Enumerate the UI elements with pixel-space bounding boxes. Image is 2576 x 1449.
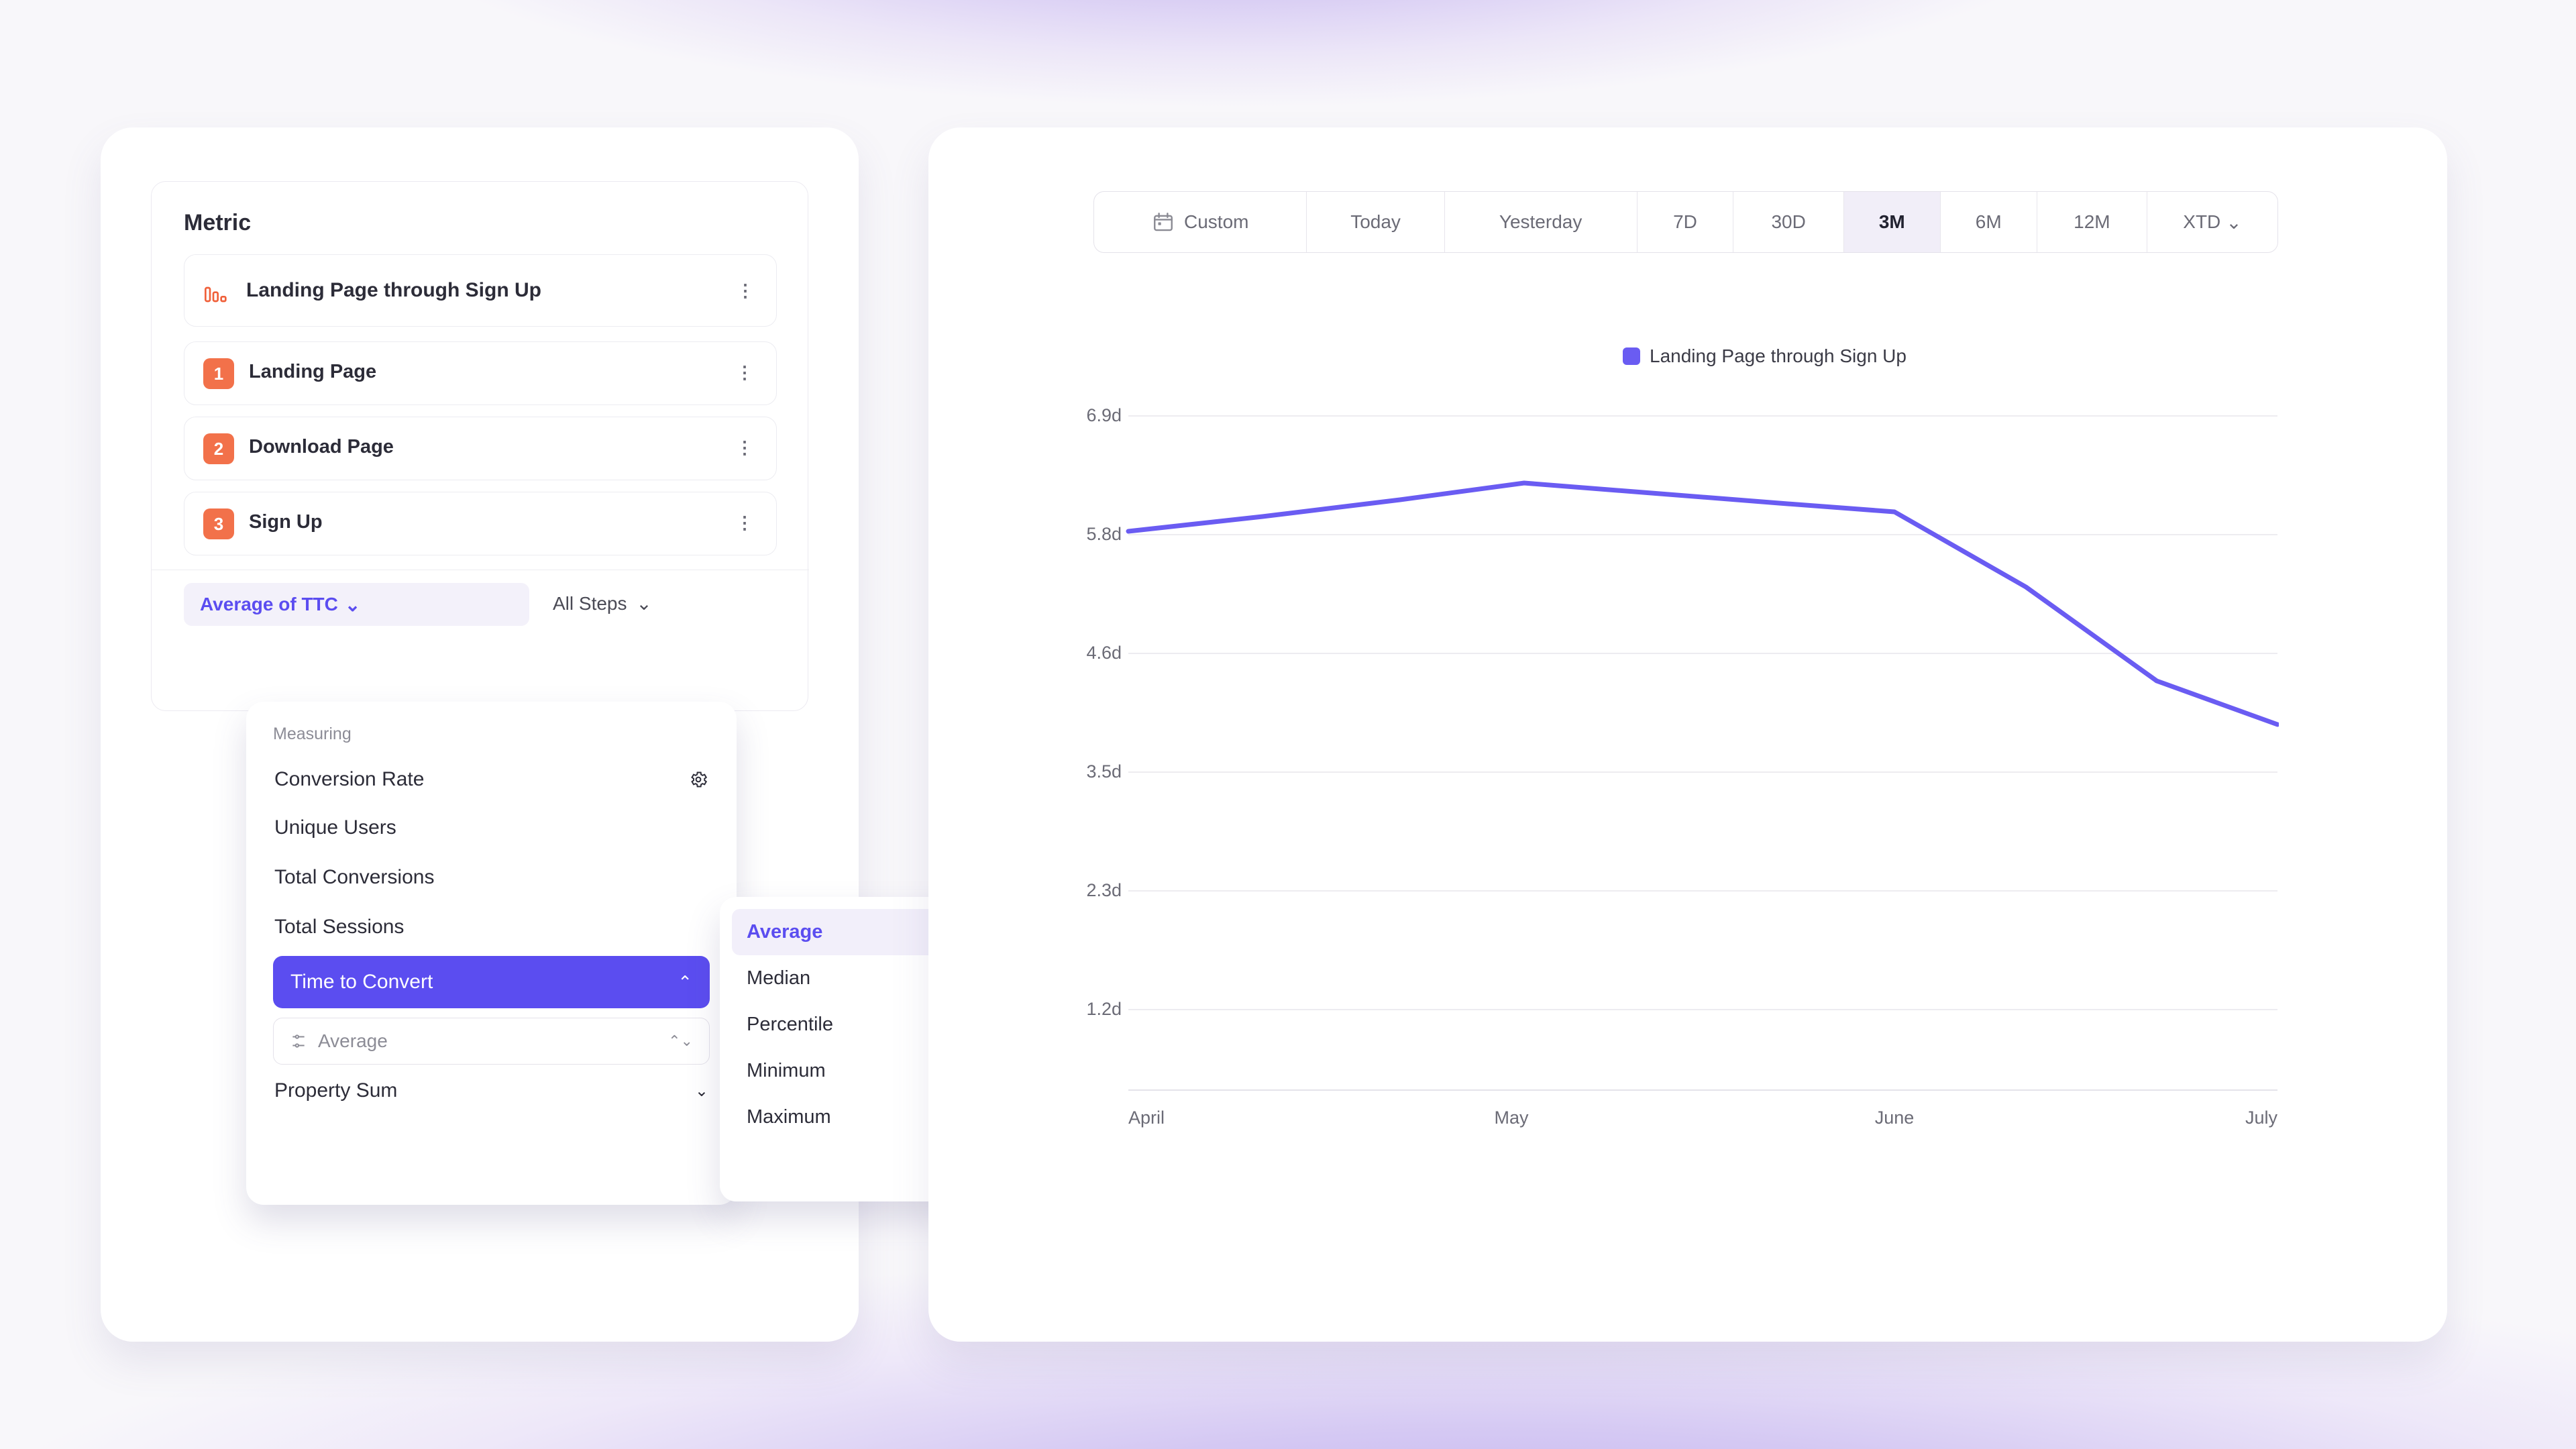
svg-text:April: April [1128,1108,1165,1128]
svg-text:3.5d: 3.5d [1086,761,1122,782]
svg-text:July: July [2245,1108,2278,1128]
svg-text:6.9d: 6.9d [1086,405,1122,425]
svg-text:May: May [1494,1108,1529,1128]
svg-text:June: June [1875,1108,1915,1128]
svg-text:4.6d: 4.6d [1086,643,1122,663]
svg-text:5.8d: 5.8d [1086,524,1122,544]
svg-text:1.2d: 1.2d [1086,999,1122,1019]
svg-text:2.3d: 2.3d [1086,880,1122,900]
